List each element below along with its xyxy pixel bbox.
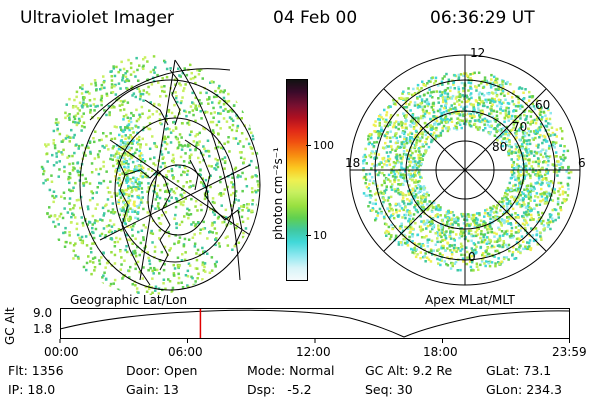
info-dsp: Dsp: -5.2 <box>247 382 312 397</box>
time-label: 06:36:29 UT <box>430 8 535 28</box>
geo-grid <box>79 59 261 291</box>
timeline-xtick-1200: 12:00 <box>296 345 331 359</box>
lat-80-label: 80 <box>492 140 508 154</box>
info-glon: GLon: 234.3 <box>486 382 562 397</box>
info-mode: Mode: Normal <box>247 363 335 378</box>
colorbar-tick-100: 100 <box>313 139 334 152</box>
geographic-image <box>40 54 581 295</box>
lat-70-label: 70 <box>512 120 528 134</box>
colorbar <box>286 79 308 281</box>
lat-60-label: 60 <box>535 98 551 112</box>
date-label: 04 Feb 00 <box>273 8 358 28</box>
apex-caption: Apex MLat/MLT <box>425 293 515 307</box>
mlt-0-label: 0 <box>468 250 476 264</box>
timeline-xtick-0000: 00:00 <box>44 345 79 359</box>
mlt-18-label: 18 <box>345 156 361 170</box>
timeline-xtick-2359: 23:59 <box>552 345 587 359</box>
geo-caption: Geographic Lat/Lon <box>70 293 188 307</box>
info-flt: Flt: 1356 <box>8 363 64 378</box>
info-glat: GLat: 73.1 <box>486 363 552 378</box>
altitude-timeline <box>59 308 571 343</box>
instrument-title: Ultraviolet Imager <box>20 8 174 28</box>
info-gain: Gain: 13 <box>126 382 179 397</box>
timeline-ytick-low: 1.8 <box>33 322 53 336</box>
timeline-ytick-high: 9.0 <box>33 306 53 320</box>
timeline-xtick-0600: 06:00 <box>168 345 203 359</box>
mlt-12-label: 12 <box>470 46 486 60</box>
mlt-6-label: 6 <box>578 156 586 170</box>
coastlines <box>117 69 243 286</box>
info-door: Door: Open <box>126 363 198 378</box>
colorbar-unit-label: photon cm⁻²s⁻¹ <box>271 147 285 240</box>
colorbar-tick-10: 10 <box>313 229 327 242</box>
info-seq: Seq: 30 <box>365 382 413 397</box>
info-gc-alt: GC Alt: 9.2 Re <box>365 363 453 378</box>
apex-grid <box>349 54 581 286</box>
info-ip: IP: 18.0 <box>8 382 56 397</box>
timeline-axis-title: GC Alt <box>3 307 17 345</box>
timeline-xtick-1800: 18:00 <box>423 345 458 359</box>
